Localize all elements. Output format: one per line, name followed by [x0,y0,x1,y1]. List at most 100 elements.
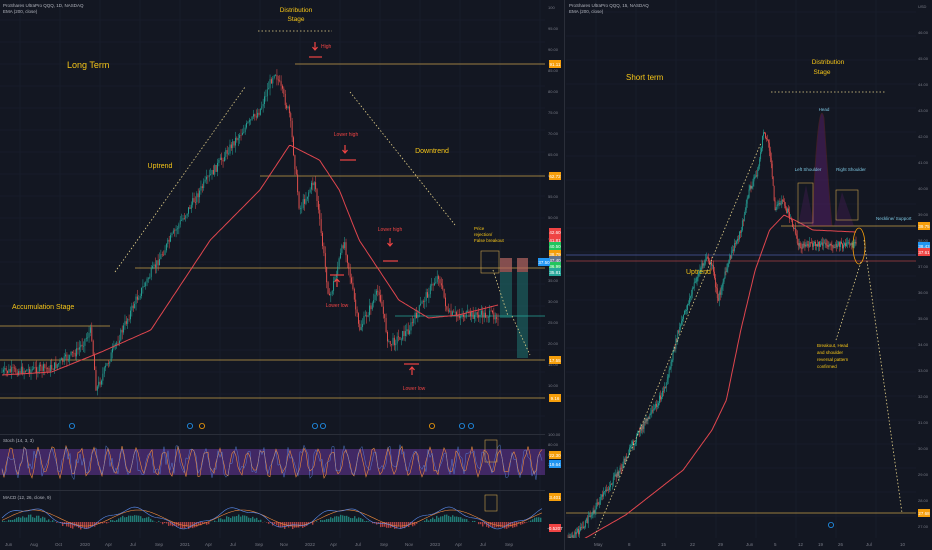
price-candle [734,243,736,251]
price-candle [264,96,265,104]
macd-histogram-bar [106,522,108,524]
price-candle [344,242,346,249]
event-marker-icon[interactable] [186,422,193,429]
price-axis-label: 15.00 [548,362,559,367]
price-candle [262,103,264,107]
price-candle [651,410,653,413]
downtrend-label: Downtrend [415,148,449,155]
price-candle [269,79,271,89]
macd-histogram-bar [62,522,64,527]
short-term-chart-pane[interactable]: ProShares UltraPro QQQ, 15, NASDAQ EMA (2… [566,0,932,550]
price-candle [353,288,355,300]
price-candle [643,422,645,429]
price-candle [767,139,769,143]
event-marker-icon[interactable] [69,422,76,429]
price-tag: 91.11 [550,62,561,67]
price-candle [647,417,649,421]
price-candle [479,314,481,318]
price-candle [721,286,723,290]
macd-histogram-bar [24,517,26,522]
price-axis-label: 32.00 [918,394,929,399]
macd-histogram-bar [42,516,44,522]
price-candle [13,367,15,369]
macd-histogram-bar [70,522,72,529]
price-candle [741,220,743,231]
event-marker-icon[interactable] [319,422,326,429]
macd-histogram-bar [120,517,122,522]
price-candle [574,532,576,538]
macd-histogram-bar [442,516,444,522]
macd-box [484,494,498,512]
price-candle [9,369,11,372]
price-candle [217,162,218,172]
price-candle [482,310,484,318]
time-axis-label: 5 [774,542,777,547]
target-zone-green-2 [517,258,528,358]
price-candle [705,259,707,261]
right-shoulder-label: Right Shoulder [836,167,866,172]
price-axis-label: 36.00 [918,290,929,295]
price-candle [433,283,435,286]
event-marker-icon[interactable] [467,422,474,429]
price-candle [248,119,250,123]
price-candle [798,243,800,246]
price-candle [15,368,17,373]
price-tag-bg [918,509,930,517]
price-candle [714,278,716,288]
price-candle [135,296,137,304]
price-candle [679,326,681,333]
price-candle [210,174,212,175]
price-candle [826,244,828,246]
price-candle [241,132,243,136]
macd-histogram-bar [234,516,236,522]
event-marker-icon[interactable] [827,522,834,529]
price-candle [617,471,619,476]
macd-histogram-bar [186,522,188,527]
price-candle [106,363,108,366]
price-axis-label: 41.00 [918,160,929,165]
price-candle [607,489,608,491]
event-marker-icon[interactable] [458,422,465,429]
macd-histogram-bar [38,515,40,522]
price-tag-bg [918,248,930,256]
head-shape [811,112,833,227]
price-candle [316,189,318,201]
macd-histogram-bar [348,516,350,522]
price-candle [42,364,44,371]
event-marker-icon[interactable] [428,422,435,429]
price-candle [691,288,693,295]
macd-histogram-bar [34,517,36,522]
event-marker-icon[interactable] [198,422,205,429]
price-candle [324,253,326,267]
target-zone-red [500,258,512,272]
price-candle [805,245,807,247]
price-candle [828,245,830,247]
price-candle [681,320,683,325]
macd-histogram-bar [252,516,254,522]
price-candle [751,186,753,189]
macd-histogram-bar [240,516,242,522]
price-candle [642,425,644,429]
event-marker-icon[interactable] [311,422,318,429]
price-tag-bg [549,236,561,244]
price-candle [687,304,688,310]
price-candle [333,281,335,291]
long-term-chart-pane[interactable]: ProShares UltraPro QQQ, 1D, NASDAQ EMA (2… [0,0,565,550]
price-candle [684,310,685,315]
price-candle [486,317,488,319]
price-candle [34,367,36,368]
price-candle [789,212,790,220]
high-label: High [321,44,332,50]
price-candle [599,501,601,505]
macd-histogram-bar [206,522,208,525]
price-candle [669,368,671,370]
macd-histogram-bar [250,518,252,522]
price-candle [161,254,163,255]
price-candle [257,112,259,118]
price-candle [807,244,809,247]
macd-histogram-bar [316,521,318,522]
macd-histogram-bar [92,522,94,527]
stoch-separator [0,434,545,435]
